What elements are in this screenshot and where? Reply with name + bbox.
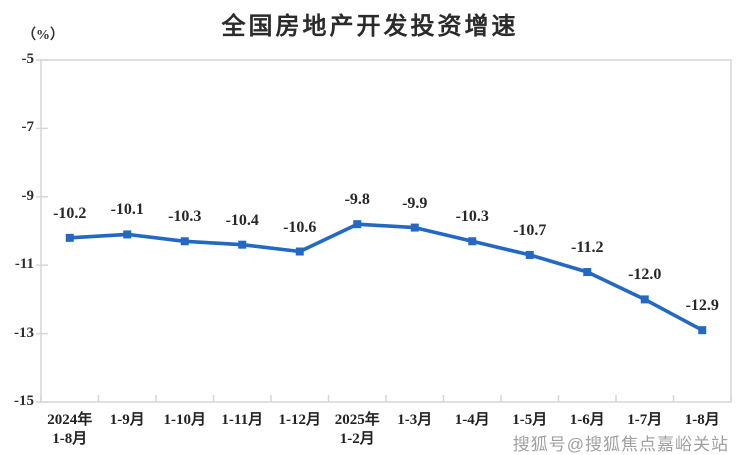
data-point-label: -12.9 bbox=[685, 297, 719, 315]
x-tick-label: 2025年 1-2月 bbox=[334, 412, 380, 447]
data-point-marker bbox=[123, 230, 132, 239]
data-point-label: -10.2 bbox=[53, 204, 87, 222]
x-tick-label: 1-10月 bbox=[163, 412, 207, 428]
x-tick-label: 1-7月 bbox=[627, 412, 663, 428]
data-point-label: -10.3 bbox=[168, 208, 202, 226]
data-point-label: -10.4 bbox=[225, 211, 259, 229]
data-point-marker bbox=[65, 233, 74, 242]
data-point-label: -11.2 bbox=[571, 239, 604, 257]
x-tick-label: 1-11月 bbox=[221, 412, 264, 428]
data-point-marker bbox=[410, 223, 419, 232]
data-point-marker bbox=[640, 295, 649, 304]
data-point-label: -10.1 bbox=[110, 201, 144, 219]
y-tick-label: -13 bbox=[14, 324, 34, 341]
y-tick-label: -5 bbox=[21, 51, 35, 67]
x-tick-label: 2024年 1-8月 bbox=[47, 412, 93, 447]
data-point-marker bbox=[295, 247, 304, 256]
y-tick-label: -11 bbox=[14, 256, 34, 273]
x-tick-label: 1-5月 bbox=[512, 412, 548, 428]
data-point-label: -10.7 bbox=[513, 221, 547, 239]
data-point-label: -9.9 bbox=[402, 194, 428, 212]
data-point-label: -9.8 bbox=[344, 191, 370, 209]
data-point-marker bbox=[525, 250, 534, 259]
data-point-marker bbox=[583, 268, 592, 277]
data-point-label: -10.3 bbox=[455, 208, 489, 226]
y-tick-label: -7 bbox=[21, 119, 35, 136]
x-tick-label: 1-4月 bbox=[454, 412, 490, 428]
data-point-marker bbox=[180, 237, 189, 246]
x-tick-label: 1-6月 bbox=[569, 412, 605, 428]
x-tick-label: 1-12月 bbox=[278, 412, 322, 428]
y-tick-label: -9 bbox=[21, 187, 35, 204]
x-tick-label: 1-3月 bbox=[397, 412, 433, 428]
data-point-label: -10.6 bbox=[283, 218, 317, 236]
data-point-label: -12.0 bbox=[628, 266, 662, 284]
watermark-text: 搜狐号@搜狐焦点嘉峪关站 bbox=[512, 435, 729, 454]
x-tick-label: 1-8月 bbox=[684, 412, 720, 428]
data-point-marker bbox=[468, 237, 477, 246]
plot-border bbox=[40, 59, 732, 403]
data-point-marker bbox=[353, 220, 362, 229]
data-line bbox=[68, 222, 705, 333]
y-axis-unit-label: （%） bbox=[22, 28, 64, 43]
data-point-marker bbox=[238, 240, 247, 249]
y-tick-label: -15 bbox=[14, 393, 34, 409]
x-tick-label: 1-9月 bbox=[109, 412, 145, 428]
chart-title: 全国房地产开发投资增速 bbox=[221, 13, 519, 40]
data-point-marker bbox=[698, 326, 707, 335]
